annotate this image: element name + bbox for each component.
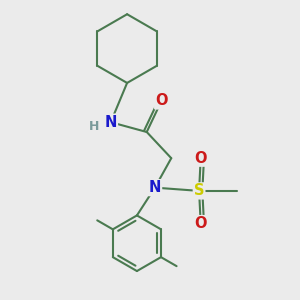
Text: N: N (149, 180, 161, 195)
Text: O: O (155, 93, 168, 108)
Text: N: N (105, 115, 117, 130)
Text: H: H (88, 120, 99, 133)
Text: O: O (194, 216, 207, 231)
Text: S: S (194, 183, 204, 198)
Text: O: O (194, 151, 207, 166)
